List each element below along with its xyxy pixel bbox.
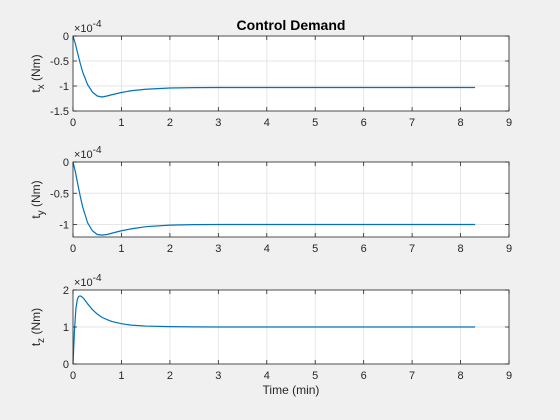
axes-box bbox=[72, 35, 510, 112]
x-tick-label: 8 bbox=[457, 370, 463, 382]
x-tick-label: 7 bbox=[409, 370, 415, 382]
x-tick-label: 3 bbox=[215, 117, 221, 129]
axes-3: 0 1 2 3 4 5 6 7 8 9 0 1 2 ×10-4 tz (Nm) Time (min) bbox=[29, 273, 512, 397]
x-tick-label: 9 bbox=[506, 370, 512, 382]
chart-title: Control Demand bbox=[237, 17, 346, 33]
y-tick-label: 0 bbox=[63, 157, 69, 169]
series-line-1 bbox=[72, 295, 476, 365]
x-tick-label: 7 bbox=[409, 243, 415, 255]
x-tick-label: 2 bbox=[167, 370, 173, 382]
x-tick-label: 0 bbox=[70, 117, 76, 129]
x-axis-label: Time (min) bbox=[263, 383, 320, 397]
x-tick-label: 0 bbox=[70, 370, 76, 382]
y-tick-label: -0.5 bbox=[50, 56, 69, 68]
x-tick-label: 2 bbox=[167, 117, 173, 129]
axes-box bbox=[72, 161, 510, 238]
x-tick-label: 5 bbox=[312, 243, 318, 255]
x-tick-label: 0 bbox=[70, 243, 76, 255]
x-tick-label: 2 bbox=[167, 243, 173, 255]
x-tick-label: 4 bbox=[264, 243, 270, 255]
y-tick-label: 0 bbox=[63, 359, 69, 371]
y-tick-label: 2 bbox=[63, 285, 69, 297]
axes-2: 0 1 2 3 4 5 6 7 8 9 -1 -0.5 0 ×10-4 ty (Nm) bbox=[29, 145, 512, 255]
y-tick-label: 0 bbox=[63, 31, 69, 43]
x-tick-label: 7 bbox=[409, 117, 415, 129]
y-exponent-label: ×10-4 bbox=[74, 273, 102, 289]
x-tick-label: 9 bbox=[506, 117, 512, 129]
x-tick-label: 9 bbox=[506, 243, 512, 255]
x-tick-label: 5 bbox=[312, 370, 318, 382]
y-tick-label: -1.5 bbox=[50, 106, 69, 118]
series-line-1 bbox=[72, 161, 476, 236]
x-tick-label: 8 bbox=[457, 243, 463, 255]
axes-1: 0 1 2 3 4 5 6 7 8 9 -1.5 -1 -0.5 0 ×10-4 tx (Nm) Control… bbox=[29, 17, 512, 129]
x-tick-label: 1 bbox=[118, 117, 124, 129]
x-tick-label: 3 bbox=[215, 370, 221, 382]
x-tick-label: 6 bbox=[361, 243, 367, 255]
y-tick-label: -1 bbox=[59, 81, 69, 93]
x-tick-label: 5 bbox=[312, 117, 318, 129]
y-tick-label: 1 bbox=[63, 322, 69, 334]
y-exponent-label: ×10-4 bbox=[74, 19, 102, 35]
y-axis-label: ty (Nm) bbox=[29, 180, 47, 218]
x-tick-label: 6 bbox=[361, 370, 367, 382]
x-tick-label: 1 bbox=[118, 243, 124, 255]
axes-container: 0 1 2 3 4 5 6 7 8 9 -1.5 -1 -0.5 0 ×10-4 tx (Nm) Control… bbox=[29, 17, 512, 397]
y-axis-label: tz (Nm) bbox=[29, 308, 47, 346]
plot-area bbox=[73, 162, 509, 237]
y-tick-label: -0.5 bbox=[50, 188, 69, 200]
y-axis-label: tx (Nm) bbox=[29, 54, 47, 92]
x-tick-label: 6 bbox=[361, 117, 367, 129]
y-tick-label: -1 bbox=[59, 220, 69, 232]
y-exponent-label: ×10-4 bbox=[74, 145, 102, 161]
x-tick-label: 4 bbox=[264, 370, 270, 382]
plot-area bbox=[73, 36, 509, 111]
series-line-1 bbox=[72, 35, 476, 98]
x-tick-label: 1 bbox=[118, 370, 124, 382]
x-tick-label: 8 bbox=[457, 117, 463, 129]
x-tick-label: 3 bbox=[215, 243, 221, 255]
x-tick-label: 4 bbox=[264, 117, 270, 129]
